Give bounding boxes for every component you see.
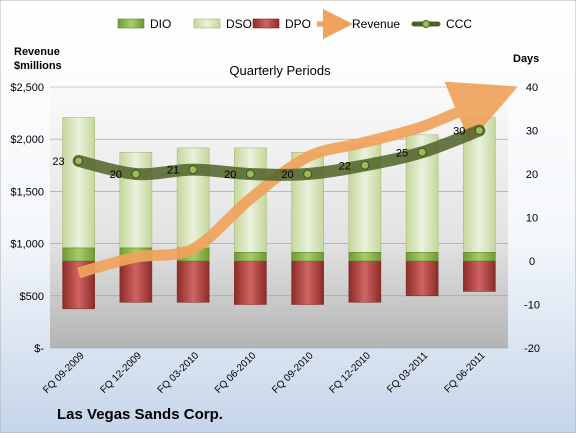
ccc-data-label: 20	[110, 169, 122, 181]
ccc-marker	[303, 169, 313, 179]
ccc-data-label: 25	[396, 147, 408, 159]
right-tick-label: 0	[529, 256, 535, 268]
left-tick-label: $500	[20, 291, 44, 303]
right-tick-label: 20	[526, 169, 538, 181]
ccc-marker	[74, 156, 84, 166]
ccc-data-labels: 23 20 21 20 20 22 25 30	[52, 126, 465, 182]
ccc-marker	[417, 147, 427, 157]
bar-dpo	[405, 260, 439, 297]
left-axis-title-line2: $millions	[14, 60, 62, 72]
ccc-data-label: 20	[224, 169, 236, 181]
right-tick-label: 30	[526, 126, 538, 138]
ccc-marker	[131, 169, 141, 179]
left-axis-title-line1: Revenue	[14, 46, 60, 58]
legend-label-dso: DSO	[226, 17, 252, 31]
bar-dio	[348, 252, 382, 262]
bar-dpo	[234, 260, 267, 305]
left-tick-label: $1,500	[10, 186, 44, 198]
chart-title: Quarterly Periods	[229, 63, 331, 78]
left-axis-title: Revenue $millions	[14, 46, 63, 72]
ccc-data-label: 21	[167, 165, 179, 177]
ccc-line	[72, 124, 486, 181]
right-axis-ticks: -20 -10 0 10 20 30 40	[524, 82, 540, 355]
bar-dio	[62, 247, 95, 262]
ccc-data-label: 30	[453, 126, 465, 138]
left-tick-label: $2,500	[10, 82, 44, 94]
ccc-data-label: 20	[281, 169, 293, 181]
bar-dpo	[176, 260, 210, 303]
left-axis-ticks: $- $500 $1,000 $1,500 $2,000 $2,500	[10, 82, 44, 355]
legend-label-ccc: CCC	[446, 17, 472, 31]
bar-dpo	[348, 260, 382, 303]
legend-swatch-dso	[193, 18, 221, 29]
right-tick-label: -10	[524, 300, 540, 312]
right-tick-label: 10	[526, 213, 538, 225]
left-tick-label: $1,000	[10, 239, 44, 251]
legend-label-dpo: DPO	[285, 17, 311, 31]
left-tick-label: $-	[34, 343, 44, 355]
legend-label-revenue: Revenue	[352, 17, 400, 31]
bar-dpo	[119, 260, 153, 303]
ccc-data-label: 22	[339, 160, 351, 172]
bar-dio	[234, 252, 267, 262]
bar-dso	[176, 147, 210, 249]
left-tick-label: $2,000	[10, 134, 44, 146]
legend: DIO DSO DPO Revenue CCC	[117, 9, 472, 39]
right-tick-label: 40	[526, 82, 538, 94]
bar-dpo	[291, 260, 324, 305]
bar-dio	[463, 252, 496, 262]
legend-swatch-dpo	[252, 18, 280, 29]
legend-swatch-dio	[117, 18, 145, 29]
plot-area	[50, 87, 508, 348]
right-axis-title: Days	[513, 53, 539, 65]
ccc-marker	[245, 169, 255, 179]
company-name: Las Vegas Sands Corp.	[57, 406, 223, 423]
legend-label-dio: DIO	[150, 17, 171, 31]
legend-swatch-ccc-marker	[422, 20, 430, 28]
right-tick-label: -20	[524, 343, 540, 355]
bar-dio	[405, 252, 439, 262]
bar-dio	[291, 252, 324, 262]
lines	[72, 81, 518, 279]
bar-dpo	[463, 260, 496, 292]
bar-dso	[62, 117, 95, 249]
ccc-marker	[360, 160, 370, 170]
ccc-data-label: 23	[52, 156, 64, 168]
ccc-marker	[474, 126, 484, 135]
ccc-marker	[188, 165, 198, 175]
